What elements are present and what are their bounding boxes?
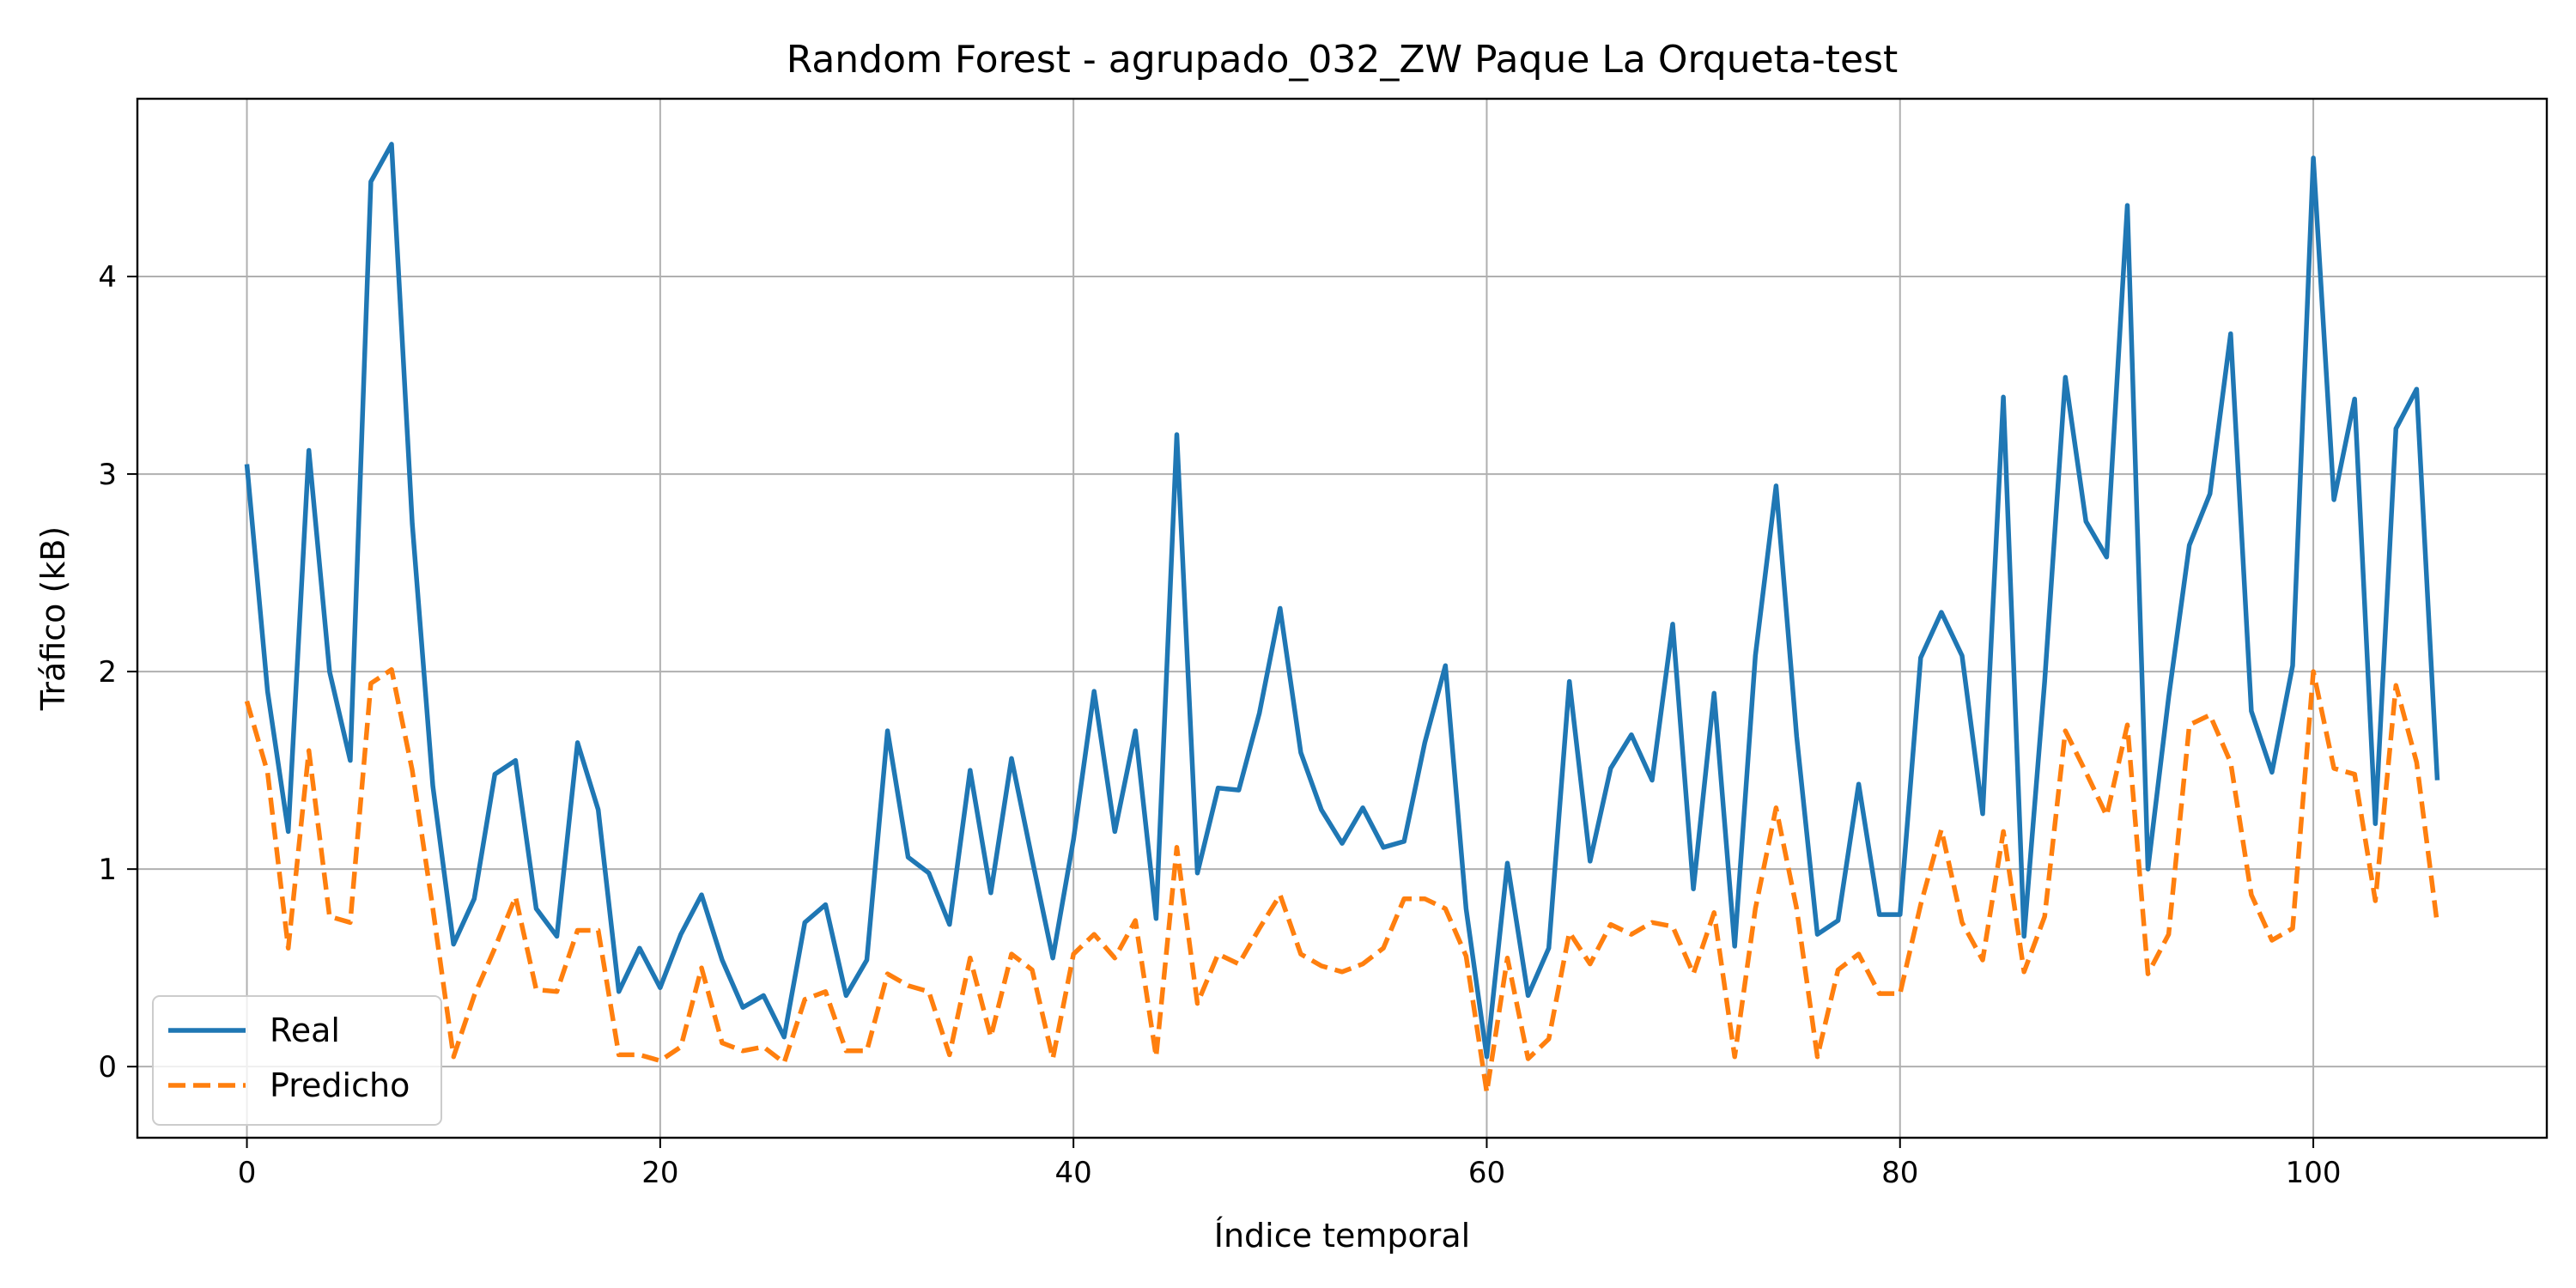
grid — [137, 99, 2547, 1138]
legend-label-real: Real — [270, 1012, 340, 1049]
y-tick-label: 2 — [98, 655, 117, 690]
x-tick-label: 100 — [2286, 1156, 2342, 1190]
y-tick-label: 4 — [98, 260, 117, 295]
y-tick-label: 0 — [98, 1050, 117, 1084]
chart-title: Random Forest - agrupado_032_ZW Paque La… — [787, 38, 1899, 82]
legend: Real Predicho — [152, 995, 442, 1126]
x-tick-label: 20 — [641, 1156, 678, 1190]
x-tick-label: 40 — [1055, 1156, 1092, 1190]
x-axis-label: Índice temporal — [1214, 1217, 1470, 1255]
y-tick-label: 3 — [98, 458, 117, 492]
axis-ticks: 0 20 40 60 80 100 0 1 2 3 4 — [98, 260, 2341, 1190]
y-tick-label: 1 — [98, 853, 117, 887]
legend-label-predicho: Predicho — [270, 1066, 410, 1104]
series-line-predicho — [244, 667, 2440, 1095]
series-lines — [244, 142, 2440, 1095]
x-tick-label: 60 — [1468, 1156, 1505, 1190]
x-tick-label: 80 — [1881, 1156, 1918, 1190]
y-axis-label: Tráfico (kB) — [34, 526, 72, 711]
x-tick-label: 0 — [238, 1156, 257, 1190]
series-line-real — [244, 142, 2440, 1060]
plot-frame — [136, 97, 2549, 1139]
